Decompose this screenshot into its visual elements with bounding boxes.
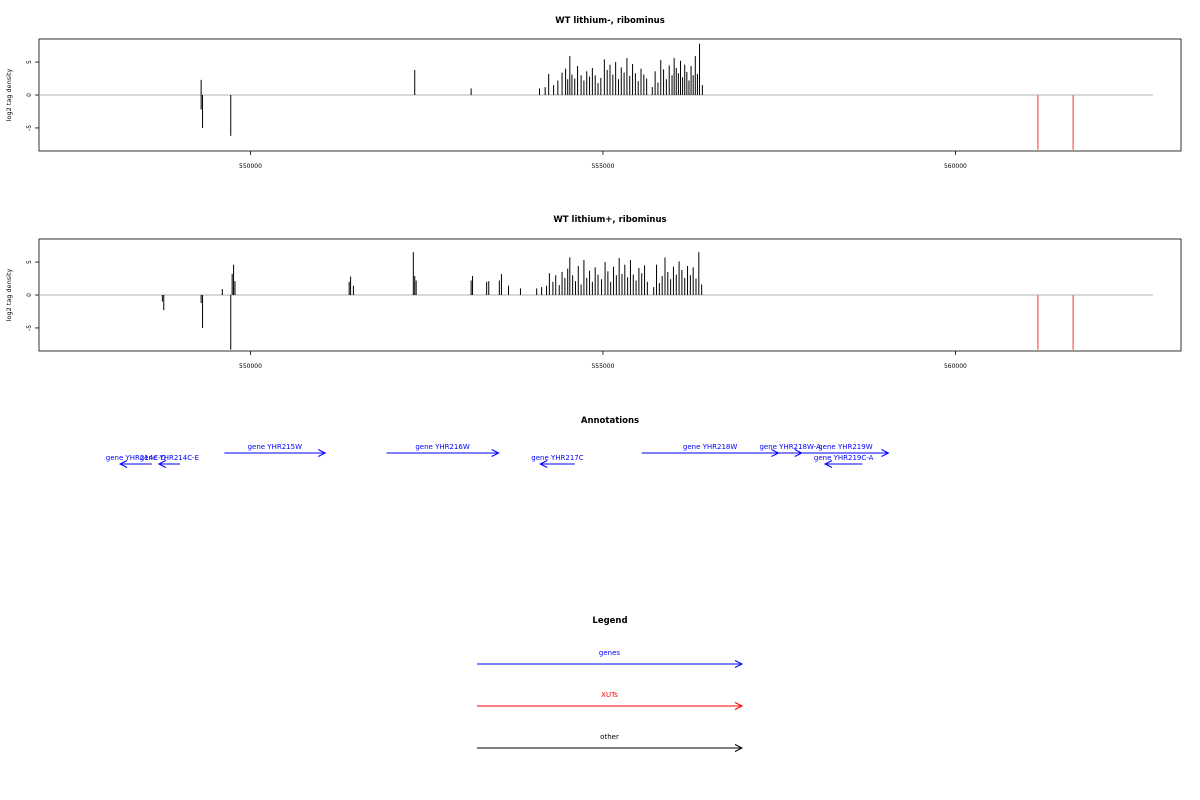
strand-arrowhead-icon bbox=[539, 460, 548, 468]
strand-arrowhead-icon bbox=[157, 460, 167, 468]
feature-label: gene YHR218W bbox=[683, 443, 737, 451]
strand-arrowhead-icon bbox=[881, 449, 890, 457]
y-tick-label: 0 bbox=[26, 93, 33, 97]
annotations-title: Annotations bbox=[581, 416, 639, 426]
annotation-feature: gene YHR215W bbox=[224, 443, 327, 457]
x-tick-label: 560000 bbox=[944, 163, 967, 170]
y-tick-label: 5 bbox=[26, 60, 33, 64]
strand-arrowhead-icon bbox=[794, 449, 803, 457]
legend-title: Legend bbox=[592, 616, 627, 626]
y-tick-label: -5 bbox=[26, 325, 33, 331]
arrowhead-icon bbox=[734, 702, 744, 710]
legend-label: other bbox=[600, 733, 619, 741]
legend-items: genes XUTs other bbox=[477, 649, 744, 752]
feature-label: gene YHR219C-A bbox=[814, 454, 874, 462]
y-axis-label: log2 tag density bbox=[5, 69, 13, 122]
feature-label: gene YHR214C-E bbox=[140, 454, 199, 462]
density-bars bbox=[39, 252, 1153, 350]
legend-item: genes bbox=[477, 649, 744, 668]
x-tick-label: 555000 bbox=[591, 363, 614, 370]
x-tick-label: 550000 bbox=[239, 163, 262, 170]
feature-label: gene YHR214C-D bbox=[106, 454, 166, 462]
y-axis-label: log2 tag density bbox=[5, 269, 13, 322]
legend-item: other bbox=[477, 733, 744, 752]
track-panel-lithium-plus: WT lithium+, ribominus log2 tag density … bbox=[5, 215, 1182, 370]
track-panel-lithium-minus: WT lithium-, ribominus log2 tag density … bbox=[5, 16, 1182, 170]
strand-arrowhead-icon bbox=[317, 449, 327, 457]
x-axis: 550000 555000 560000 bbox=[239, 351, 967, 370]
y-tick-label: 5 bbox=[26, 260, 33, 264]
panel-title: WT lithium+, ribominus bbox=[553, 215, 666, 225]
y-axis: 5 0 -5 bbox=[26, 60, 39, 131]
annotation-feature: gene YHR219C-A bbox=[814, 454, 874, 468]
y-axis: 5 0 -5 bbox=[26, 260, 39, 331]
y-tick-label: 0 bbox=[26, 293, 33, 297]
feature-label: gene YHR219W bbox=[818, 443, 872, 451]
annotation-feature: gene YHR217C bbox=[531, 454, 584, 468]
arrowhead-icon bbox=[734, 660, 744, 668]
density-bars bbox=[39, 43, 1153, 150]
strand-arrowhead-icon bbox=[823, 460, 833, 468]
x-tick-label: 560000 bbox=[944, 363, 967, 370]
feature-label: gene YHR215W bbox=[248, 443, 302, 451]
feature-label: gene YHR216W bbox=[415, 443, 469, 451]
x-tick-label: 550000 bbox=[239, 363, 262, 370]
annotation-feature: gene YHR218W-A bbox=[759, 443, 821, 457]
feature-label: gene YHR218W-A bbox=[759, 443, 820, 451]
annotation-feature: gene YHR214C-D bbox=[106, 454, 166, 468]
legend-panel: Legend genes XUTs other bbox=[477, 616, 744, 752]
panel-title: WT lithium-, ribominus bbox=[555, 16, 665, 26]
legend-label: genes bbox=[599, 649, 620, 657]
x-tick-label: 555000 bbox=[591, 163, 614, 170]
legend-label: XUTs bbox=[601, 691, 618, 699]
annotation-feature: gene YHR219W bbox=[802, 443, 890, 457]
feature-label: gene YHR217C bbox=[531, 454, 583, 462]
strand-arrowhead-icon bbox=[491, 449, 500, 457]
strand-arrowhead-icon bbox=[771, 449, 780, 457]
x-axis: 550000 555000 560000 bbox=[239, 151, 967, 170]
arrowhead-icon bbox=[734, 744, 744, 752]
y-tick-label: -5 bbox=[26, 125, 33, 131]
annotation-feature: gene YHR218W bbox=[641, 443, 780, 457]
strand-arrowhead-icon bbox=[118, 460, 128, 468]
annotation-feature: gene YHR214C-E bbox=[140, 454, 199, 468]
annotation-feature: gene YHR216W bbox=[386, 443, 500, 457]
legend-item: XUTs bbox=[477, 691, 744, 710]
